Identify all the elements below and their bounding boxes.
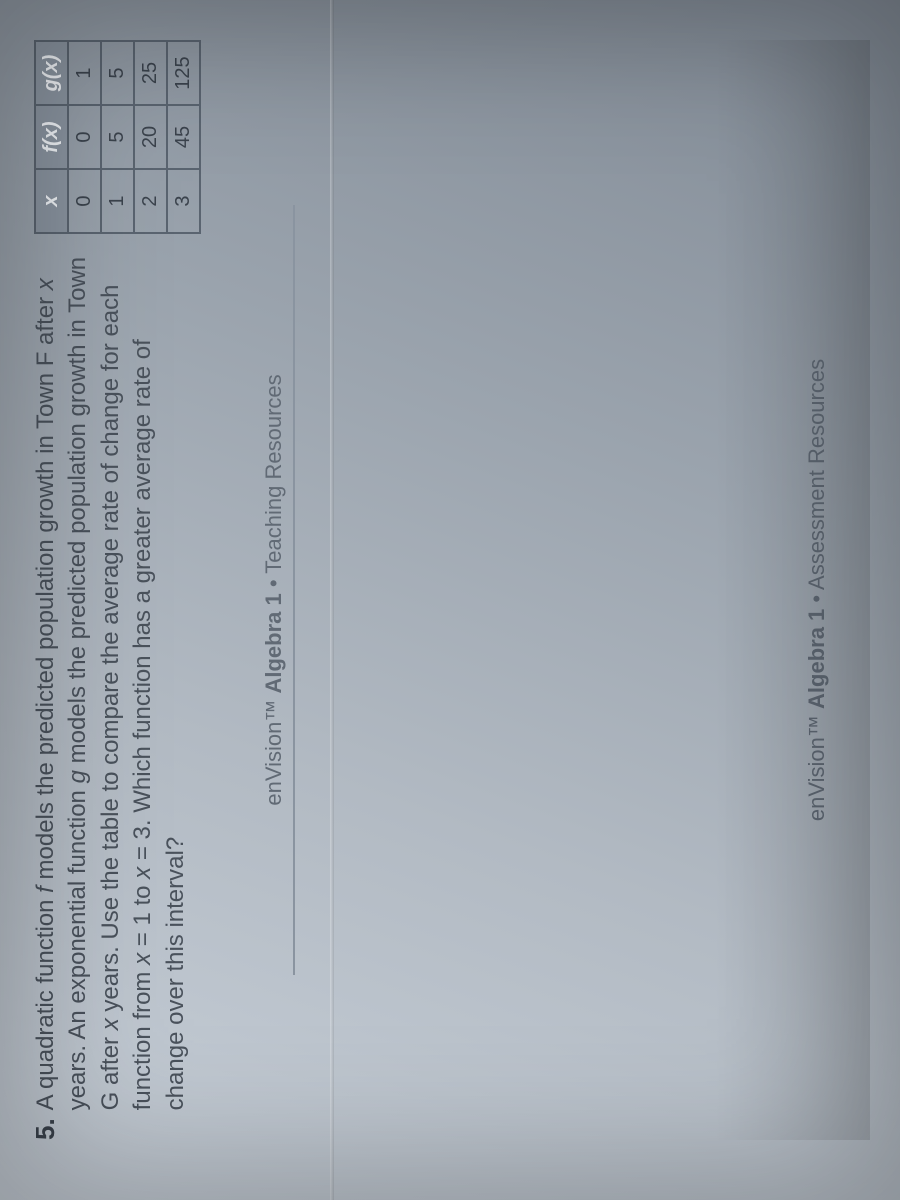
footer-sep: • (261, 579, 286, 587)
footer-title: Algebra 1 (261, 593, 286, 693)
footer-assessment: enVision™ Algebra 1 • Assessment Resourc… (804, 40, 830, 1140)
problem-block: 5. A quadratic function f models the pre… (30, 40, 201, 1140)
cell: 20 (134, 105, 167, 169)
cell: 1 (68, 41, 101, 105)
cell: 3 (167, 169, 200, 233)
footer-title: Algebra 1 (804, 609, 829, 709)
table-row: 3 45 125 (167, 41, 200, 233)
footer-sub: Teaching Resources (261, 374, 286, 573)
data-table: x f(x) g(x) 0 0 1 1 5 5 2 20 (34, 40, 201, 234)
cell: 1 (101, 169, 134, 233)
footer-sep: • (804, 595, 829, 603)
footer-brand: enVision™ (804, 715, 829, 821)
col-fx: f(x) (35, 105, 68, 169)
page-crease (330, 0, 334, 1200)
question-text: A quadratic function f models the predic… (30, 234, 192, 1110)
cell: 0 (68, 105, 101, 169)
footer-brand: enVision™ (261, 700, 286, 806)
cell: 0 (68, 169, 101, 233)
table-row: 0 0 1 (68, 41, 101, 233)
next-page-peek: enVision™ Algebra 1 • Assessment Resourc… (714, 40, 870, 1140)
cell: 25 (134, 41, 167, 105)
col-x: x (35, 169, 68, 233)
table-row: 1 5 5 (101, 41, 134, 233)
table-row: 2 20 25 (134, 41, 167, 233)
cell: 45 (167, 105, 200, 169)
footer-sub: Assessment Resources (804, 359, 829, 590)
cell: 5 (101, 105, 134, 169)
cell: 2 (134, 169, 167, 233)
question-number: 5. (30, 1118, 61, 1140)
cell: 125 (167, 41, 200, 105)
cell: 5 (101, 41, 134, 105)
table-header-row: x f(x) g(x) (35, 41, 68, 233)
col-gx: g(x) (35, 41, 68, 105)
footer-teaching: enVision™ Algebra 1 • Teaching Resources (261, 205, 295, 975)
